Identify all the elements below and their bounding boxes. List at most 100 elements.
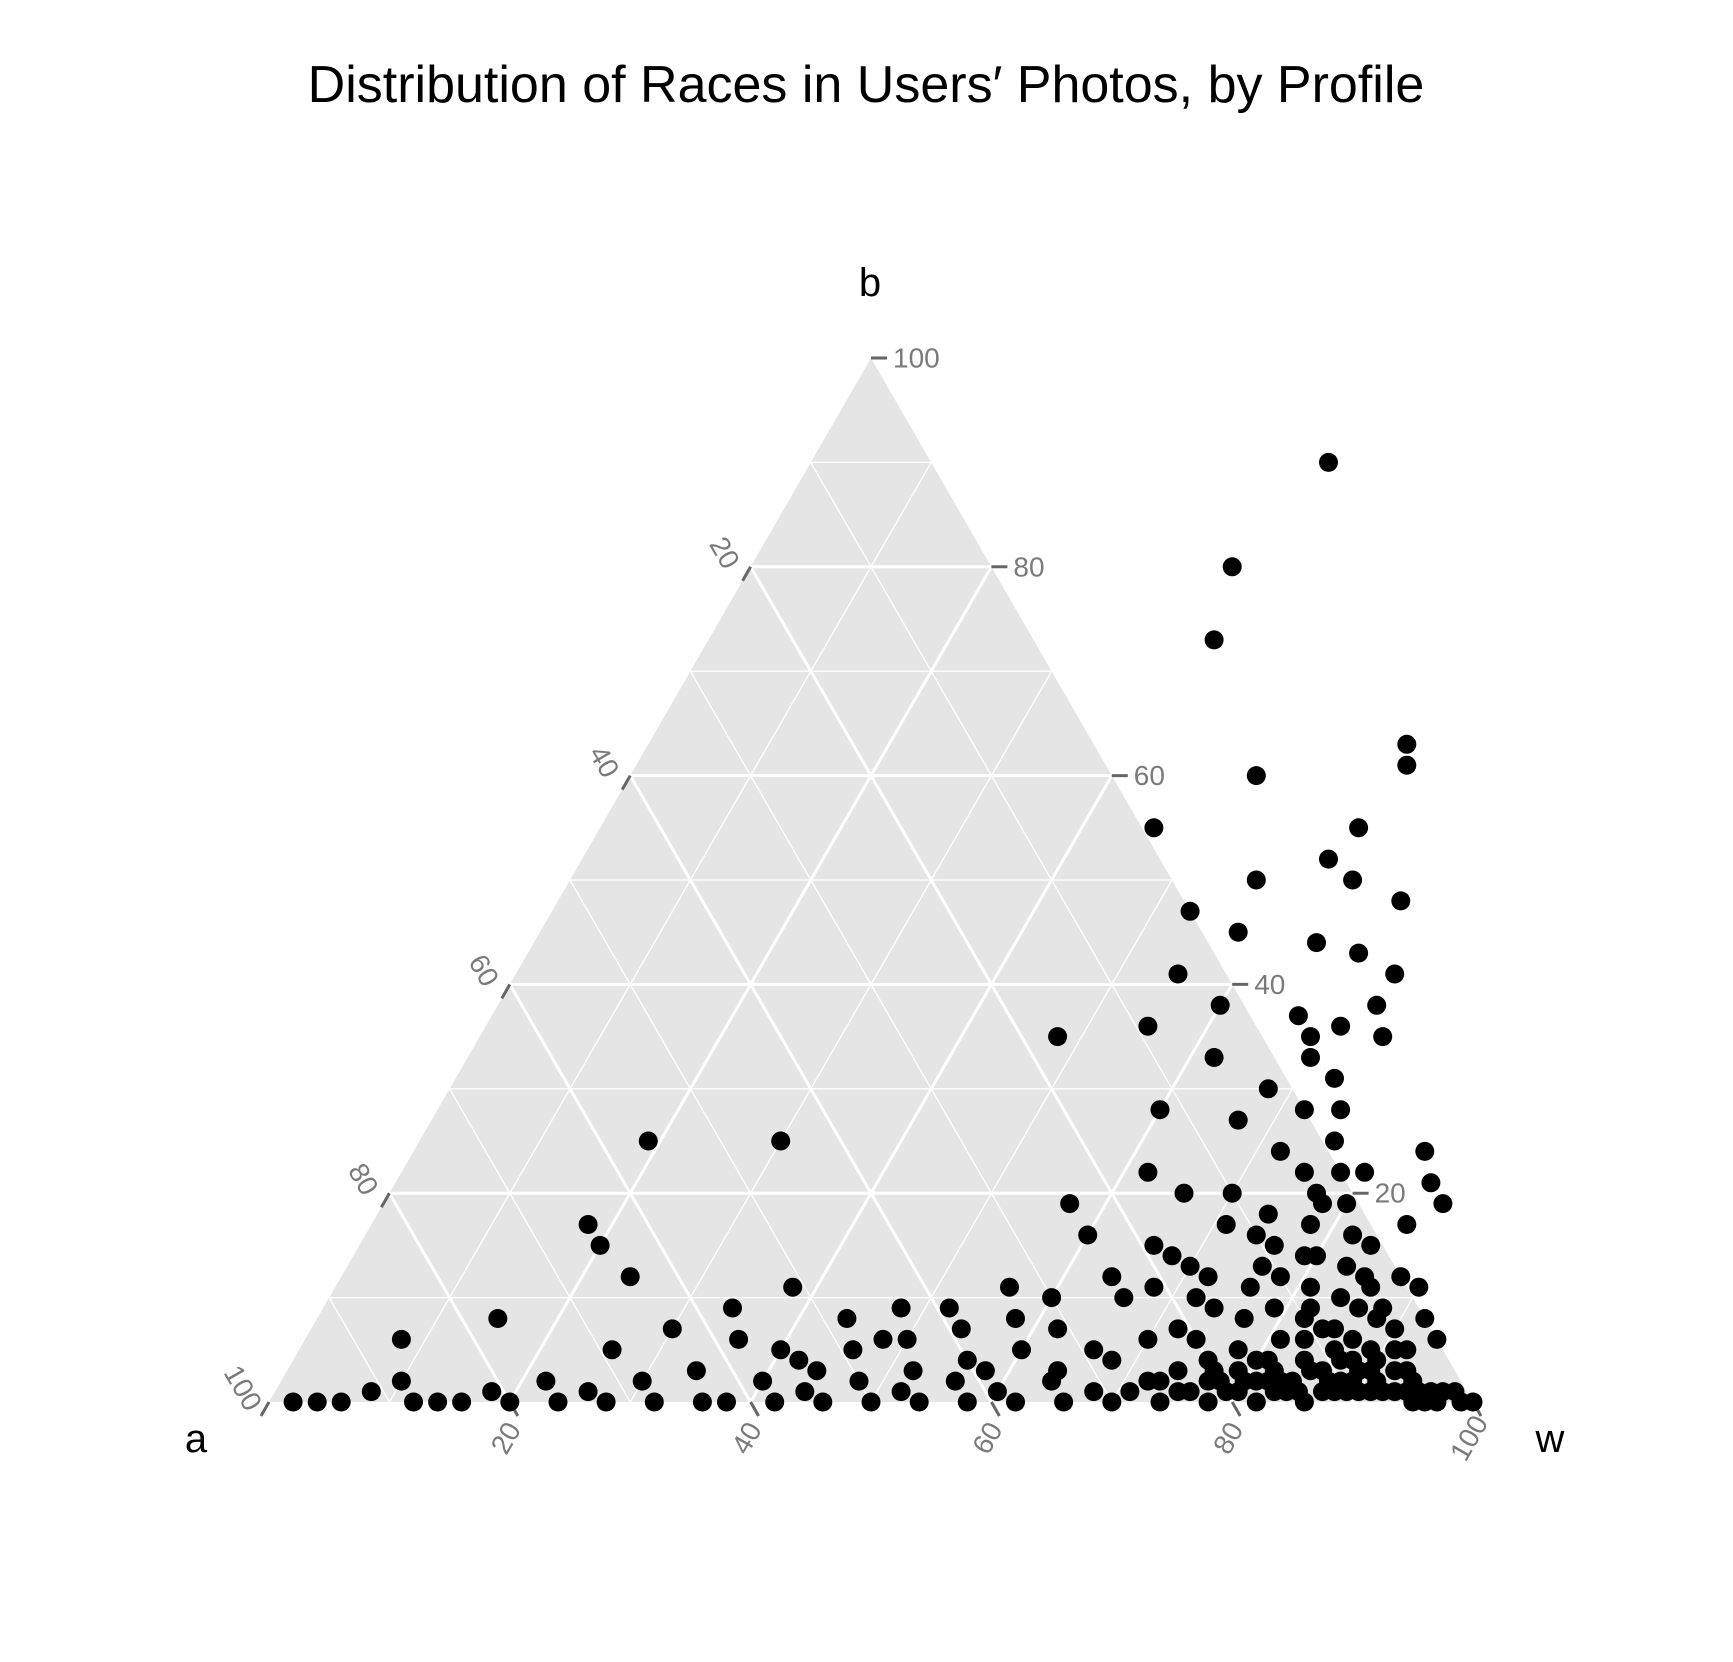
data-point bbox=[1355, 1162, 1375, 1182]
data-point bbox=[1337, 1256, 1357, 1276]
data-point bbox=[1427, 1329, 1447, 1349]
data-point bbox=[1264, 1298, 1284, 1318]
data-point bbox=[1252, 1256, 1272, 1276]
data-point bbox=[1048, 1027, 1068, 1047]
w-axis-tick-label: 60 bbox=[966, 1417, 1008, 1459]
data-point bbox=[1367, 995, 1387, 1015]
a-axis-tick bbox=[259, 1401, 271, 1417]
data-point bbox=[1264, 1382, 1284, 1402]
data-point bbox=[849, 1371, 869, 1391]
data-point bbox=[1258, 1350, 1278, 1370]
data-point bbox=[1415, 1309, 1435, 1328]
data-point bbox=[1216, 1215, 1236, 1234]
w-axis-tick-label: 80 bbox=[1207, 1417, 1249, 1459]
b-axis-tick-label: 40 bbox=[1254, 969, 1285, 1000]
w-axis-tick bbox=[749, 1401, 760, 1417]
data-point bbox=[1301, 1027, 1320, 1047]
data-point bbox=[1349, 818, 1369, 838]
data-point bbox=[1325, 1068, 1344, 1088]
data-point bbox=[939, 1298, 959, 1318]
data-point bbox=[891, 1298, 911, 1318]
data-point bbox=[1349, 943, 1369, 963]
data-point bbox=[1270, 1141, 1290, 1161]
data-point bbox=[548, 1392, 568, 1412]
data-point bbox=[1343, 1329, 1363, 1349]
data-point bbox=[1246, 1392, 1266, 1412]
data-point bbox=[1349, 1361, 1369, 1381]
b-axis-tick-label: 100 bbox=[893, 343, 940, 374]
major-gridline bbox=[628, 774, 993, 1403]
minor-gridline bbox=[689, 670, 1113, 1403]
data-point bbox=[807, 1361, 827, 1381]
data-point bbox=[1397, 1215, 1417, 1234]
a-axis-tick-label: 60 bbox=[463, 949, 505, 991]
data-point bbox=[578, 1215, 598, 1234]
data-point bbox=[1270, 1329, 1290, 1349]
data-point bbox=[662, 1319, 682, 1339]
data-point bbox=[1331, 1100, 1351, 1120]
data-point bbox=[753, 1371, 773, 1391]
data-point bbox=[1270, 1267, 1290, 1287]
data-point bbox=[1102, 1392, 1122, 1412]
data-point bbox=[1228, 1340, 1248, 1360]
a-axis-tick bbox=[620, 774, 632, 791]
data-point bbox=[1301, 1277, 1320, 1297]
data-point bbox=[1288, 1382, 1308, 1402]
data-point bbox=[1313, 1382, 1332, 1402]
data-point bbox=[1186, 1329, 1206, 1349]
a-axis-tick bbox=[380, 1192, 391, 1208]
data-point bbox=[1198, 1392, 1218, 1412]
data-point bbox=[1331, 1350, 1351, 1370]
data-point bbox=[1138, 1329, 1158, 1349]
data-point bbox=[1198, 1371, 1218, 1391]
data-point bbox=[1150, 1392, 1170, 1412]
data-point bbox=[1313, 1194, 1332, 1214]
data-point bbox=[428, 1392, 448, 1412]
data-point bbox=[951, 1319, 971, 1339]
data-point bbox=[1054, 1392, 1074, 1412]
data-point bbox=[1337, 1194, 1357, 1214]
data-point bbox=[1337, 1382, 1357, 1402]
major-gridline bbox=[388, 1192, 512, 1403]
vertex-label-b: b bbox=[859, 261, 881, 305]
data-points bbox=[283, 452, 1483, 1412]
data-point bbox=[1048, 1319, 1068, 1339]
data-point bbox=[1102, 1267, 1122, 1287]
minor-gridline bbox=[388, 462, 932, 1403]
data-point bbox=[1168, 1361, 1188, 1381]
data-point bbox=[1361, 1235, 1381, 1255]
data-point bbox=[1180, 901, 1200, 921]
data-point bbox=[500, 1392, 520, 1412]
data-point bbox=[1397, 734, 1417, 754]
data-point bbox=[717, 1392, 736, 1412]
data-point bbox=[843, 1340, 863, 1360]
w-axis-tick bbox=[990, 1401, 1001, 1417]
data-point bbox=[957, 1392, 977, 1412]
data-point bbox=[1403, 1392, 1423, 1412]
data-point bbox=[1138, 1016, 1158, 1036]
data-point bbox=[283, 1392, 303, 1412]
data-point bbox=[891, 1382, 911, 1402]
data-point bbox=[1397, 1340, 1417, 1360]
b-axis-tick-label: 20 bbox=[1375, 1178, 1406, 1209]
data-point bbox=[1288, 1006, 1308, 1026]
data-point bbox=[1307, 1246, 1326, 1266]
data-point bbox=[1114, 1288, 1134, 1308]
data-point bbox=[1240, 1277, 1260, 1297]
data-point bbox=[391, 1371, 411, 1391]
data-point bbox=[1198, 1267, 1218, 1287]
data-point bbox=[1042, 1288, 1062, 1308]
a-axis-tick bbox=[741, 566, 752, 582]
data-point bbox=[1331, 1162, 1351, 1182]
data-point bbox=[1421, 1173, 1441, 1193]
data-point bbox=[1294, 1100, 1314, 1120]
data-point bbox=[1331, 1288, 1351, 1308]
a-axis-tick bbox=[500, 983, 512, 1000]
data-point bbox=[1144, 1235, 1164, 1255]
data-point bbox=[789, 1350, 809, 1370]
data-point bbox=[771, 1340, 791, 1360]
data-point bbox=[1228, 1361, 1248, 1381]
data-point bbox=[1319, 452, 1338, 472]
data-point bbox=[1012, 1340, 1031, 1360]
data-point bbox=[1222, 557, 1242, 577]
